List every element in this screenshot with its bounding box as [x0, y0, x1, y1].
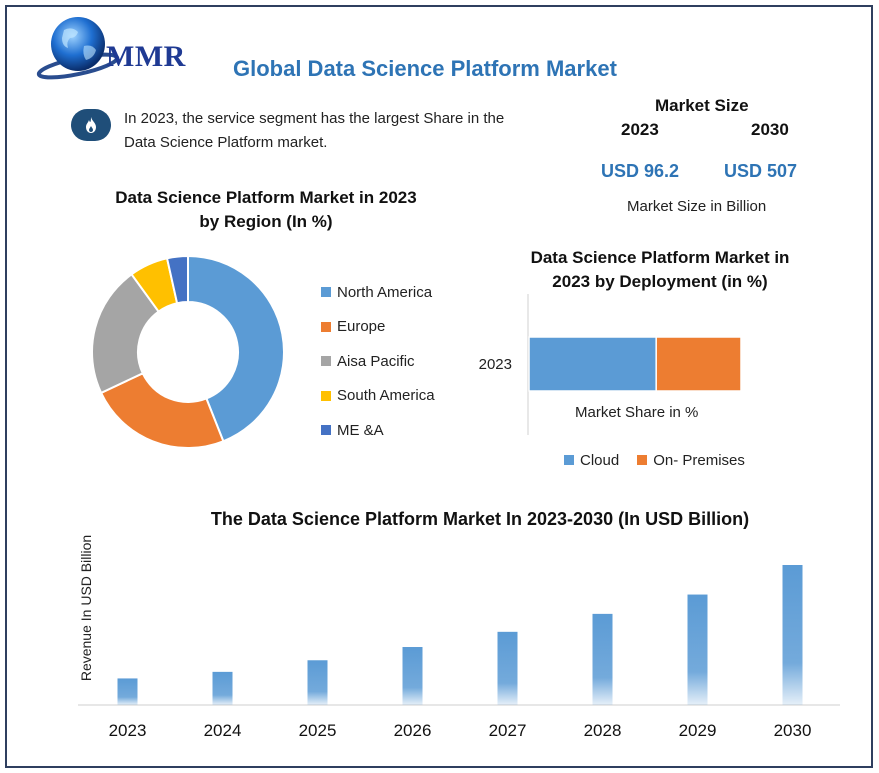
deployment-bar-on-premises	[655, 336, 742, 392]
revenue-tick-label: 2028	[584, 721, 622, 740]
revenue-tick-label: 2023	[109, 721, 147, 740]
legend-label: Aisa Pacific	[337, 352, 415, 370]
legend-swatch	[321, 356, 331, 366]
deployment-chart-title-line1: Data Science Platform Market in	[530, 248, 790, 267]
region-chart-title-line2: by Region (In %)	[199, 212, 333, 231]
region-chart-title: Data Science Platform Market in 2023 by …	[86, 186, 446, 234]
deployment-category-label: 2023	[479, 356, 512, 373]
legend-label: Europe	[337, 318, 386, 335]
region-donut-chart	[91, 254, 285, 449]
revenue-tick-label: 2030	[774, 721, 812, 740]
legend-swatch	[321, 390, 331, 401]
revenue-tick-label: 2029	[679, 721, 717, 740]
logo-text: MMR	[106, 40, 186, 73]
deployment-bar-cloud	[528, 336, 657, 392]
legend-item: Cloud	[564, 450, 619, 470]
region-legend: North America Europe Aisa Pacific South Ame…	[321, 282, 435, 455]
revenue-tick-label: 2026	[394, 721, 432, 740]
market-size-value-start: USD 96.2	[601, 161, 680, 181]
deployment-chart-title: Data Science Platform Market in 2023 by …	[510, 246, 810, 294]
legend-item: ME &A	[321, 420, 435, 440]
revenue-bar-2029	[687, 594, 708, 705]
donut-slice-me-a	[165, 254, 189, 305]
revenue-bar-2027	[497, 631, 518, 705]
info-text: In 2023, the service segment has the lar…	[124, 110, 505, 151]
legend-swatch	[321, 321, 331, 332]
donut-slice-europe	[99, 371, 225, 449]
market-size-note: Market Size in Billion	[627, 198, 767, 215]
deployment-chart-title-line2: 2023 by Deployment (in %)	[552, 272, 768, 291]
market-size-year-start: 2023	[621, 120, 659, 139]
legend-item: South America	[321, 386, 435, 406]
globe-logo-icon	[36, 17, 120, 80]
page-title: Global Data Science Platform Market	[233, 56, 617, 81]
deployment-legend: Cloud On- Premises	[564, 450, 745, 470]
market-size-year-end: 2030	[751, 120, 789, 139]
info-badge	[71, 109, 111, 141]
revenue-bar-2023	[117, 678, 138, 705]
market-size-heading: Market Size	[655, 96, 749, 115]
legend-label: Cloud	[580, 451, 620, 469]
legend-swatch	[321, 287, 331, 297]
legend-item: On- Premises	[637, 450, 745, 470]
revenue-bar-chart: 2023 2024 2025 2026 2027 2028 2029 2030	[78, 565, 840, 740]
legend-label: On- Premises	[653, 451, 745, 469]
legend-swatch	[637, 455, 648, 465]
region-chart-title-line1: Data Science Platform Market in 2023	[115, 188, 417, 207]
legend-swatch	[321, 425, 331, 435]
revenue-bar-2026	[402, 647, 423, 705]
infographic-frame	[5, 5, 873, 768]
revenue-chart-title: The Data Science Platform Market In 2023…	[210, 509, 750, 529]
deployment-bar-chart: 2023	[479, 294, 742, 435]
legend-item: Europe	[321, 317, 435, 337]
deployment-xlabel: Market Share in %	[575, 404, 699, 421]
legend-item: North America	[321, 282, 435, 302]
legend-swatch	[564, 455, 574, 465]
market-size-value-end: USD 507	[724, 161, 798, 181]
legend-item: Aisa Pacific	[321, 351, 435, 371]
revenue-tick-label: 2027	[489, 721, 527, 740]
revenue-bar-2028	[592, 613, 613, 705]
revenue-tick-label: 2025	[299, 721, 337, 740]
donut-slice-north-america	[187, 254, 285, 443]
donut-slice-aisa-pacific	[91, 272, 161, 395]
revenue-tick-label: 2024	[204, 721, 242, 740]
legend-label: ME &A	[337, 421, 384, 439]
revenue-bar-2025	[307, 660, 328, 705]
revenue-bar-2030	[782, 565, 803, 705]
revenue-bar-2024	[212, 671, 233, 705]
legend-label: South America	[337, 387, 435, 404]
legend-label: North America	[337, 283, 433, 301]
flame-icon	[86, 117, 96, 133]
